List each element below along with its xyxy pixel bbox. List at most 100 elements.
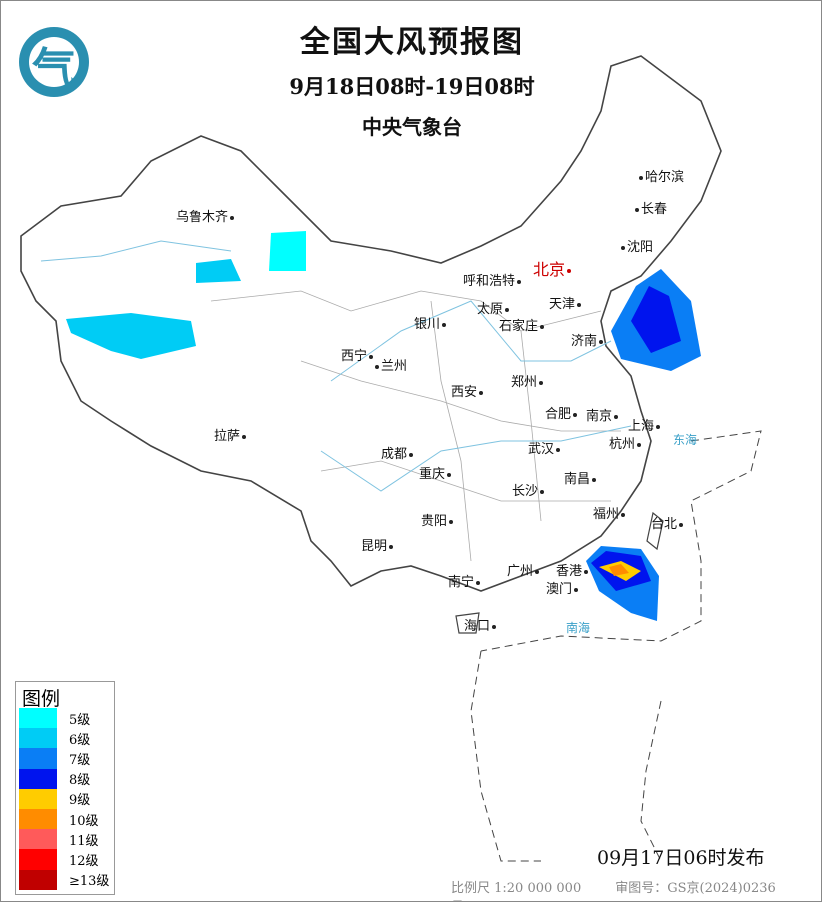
city-label: 贵阳 <box>421 510 455 529</box>
city-label: 广州 <box>507 560 541 579</box>
city-label: 上海 <box>628 415 662 434</box>
city-name: 成都 <box>381 447 408 462</box>
city-dot-icon <box>635 207 639 212</box>
city-dot-icon <box>447 472 452 477</box>
city-dot-icon <box>479 390 484 395</box>
city-label: 天津 <box>549 293 583 312</box>
legend-swatch <box>19 869 57 890</box>
city-dot-icon <box>369 354 374 359</box>
city-dot-icon <box>574 587 579 592</box>
city-dot-icon <box>540 324 545 329</box>
wind-area-5 <box>269 231 306 271</box>
china-border <box>20 55 722 592</box>
city-dot-icon <box>639 175 643 180</box>
city-name: 石家庄 <box>499 319 539 334</box>
city-dot-icon <box>679 522 684 527</box>
city-label: 长沙 <box>512 480 546 499</box>
wind-areas <box>66 231 701 621</box>
city-name: 济南 <box>571 334 598 349</box>
city-dot-icon <box>476 580 481 585</box>
legend-item: 9级 <box>16 788 114 809</box>
city-dot-icon <box>540 489 545 494</box>
legend-label: 5级 <box>69 712 91 728</box>
legend-item: 7级 <box>16 748 114 769</box>
legend-swatch <box>19 768 57 789</box>
legend-label: 8级 <box>69 773 91 789</box>
city-label: 重庆 <box>419 463 453 482</box>
city-label: 北京 <box>533 256 573 280</box>
city-label: 台北 <box>651 513 685 532</box>
city-name: 广州 <box>507 564 534 579</box>
city-dot-icon <box>556 447 561 452</box>
city-dot-icon <box>637 442 642 447</box>
city-name: 长沙 <box>512 484 539 499</box>
city-name: 兰州 <box>381 359 408 374</box>
city-dot-icon <box>442 322 447 327</box>
city-name: 南宁 <box>448 575 475 590</box>
city-dot-icon <box>535 569 540 574</box>
legend-item: ≥13级 <box>16 869 114 890</box>
legend-swatch <box>19 788 57 809</box>
forecast-period: 9月18日08时-19日08时 <box>289 74 535 99</box>
legend: 图例 5级 6级 7级 8级 9级 10级 11级 12级 ≥13级 <box>15 681 115 895</box>
legend-label: 7级 <box>69 752 91 768</box>
city-name: 台北 <box>651 517 678 532</box>
south-china-sea-boundary <box>470 430 762 862</box>
legend-item: 5级 <box>16 708 114 729</box>
legend-item: 10级 <box>16 808 114 830</box>
city-label: 昆明 <box>361 535 395 554</box>
city-dot-icon <box>621 245 625 250</box>
city-label: 合肥 <box>545 403 579 422</box>
city-name: 沈阳 <box>627 240 654 255</box>
city-dot-icon <box>409 452 414 457</box>
legend-item: 12级 <box>16 849 114 870</box>
legend-label: 6级 <box>69 732 91 748</box>
city-dot-icon <box>539 380 544 385</box>
city-label: 成都 <box>381 443 415 462</box>
city-label: 南京 <box>586 405 620 424</box>
legend-swatch <box>19 748 57 769</box>
city-label: 济南 <box>571 330 605 349</box>
city-label: 武汉 <box>528 438 562 457</box>
city-name: 太原 <box>477 302 504 317</box>
city-name: 昆明 <box>361 539 388 554</box>
city-label: 乌鲁木齐 <box>176 206 236 225</box>
legend-item: 8级 <box>16 768 114 789</box>
legend-label: 12级 <box>69 853 99 869</box>
city-label: 杭州 <box>609 433 643 452</box>
wind-area-10 <box>609 564 629 576</box>
city-name: 重庆 <box>419 467 446 482</box>
city-dot-icon <box>621 512 626 517</box>
city-dot-icon <box>567 268 572 273</box>
sea-label: 东海 <box>673 433 698 447</box>
city-label: 太原 <box>477 298 511 317</box>
city-label: 拉萨 <box>214 425 248 444</box>
city-name: 西宁 <box>341 349 368 364</box>
city-label: 长春 <box>633 198 667 217</box>
city-label: 福州 <box>593 503 627 522</box>
city-name: 贵阳 <box>421 514 448 529</box>
city-name: 武汉 <box>528 442 555 457</box>
legend-title: 图例 <box>22 688 61 710</box>
city-name: 拉萨 <box>214 429 241 444</box>
city-dot-icon <box>614 414 619 419</box>
city-name: 南昌 <box>564 472 591 487</box>
sea-label: 南海 <box>566 621 591 635</box>
city-label: 海口 <box>464 615 498 634</box>
legend-item: 6级 <box>16 728 114 749</box>
cma-logo-icon: 气 <box>19 27 89 97</box>
city-name: 海口 <box>464 619 491 634</box>
city-dot-icon <box>584 569 589 574</box>
city-name: 呼和浩特 <box>463 274 516 289</box>
city-name: 天津 <box>549 297 576 312</box>
wind-area-8 <box>631 286 681 353</box>
city-name: 银川 <box>414 317 441 332</box>
hainan <box>455 612 480 634</box>
city-dot-icon <box>505 307 510 312</box>
legend-swatch <box>19 728 57 749</box>
city-dot-icon <box>242 434 247 439</box>
city-dot-icon <box>577 302 582 307</box>
city-label: 西宁 <box>341 345 375 364</box>
city-dot-icon <box>389 544 394 549</box>
